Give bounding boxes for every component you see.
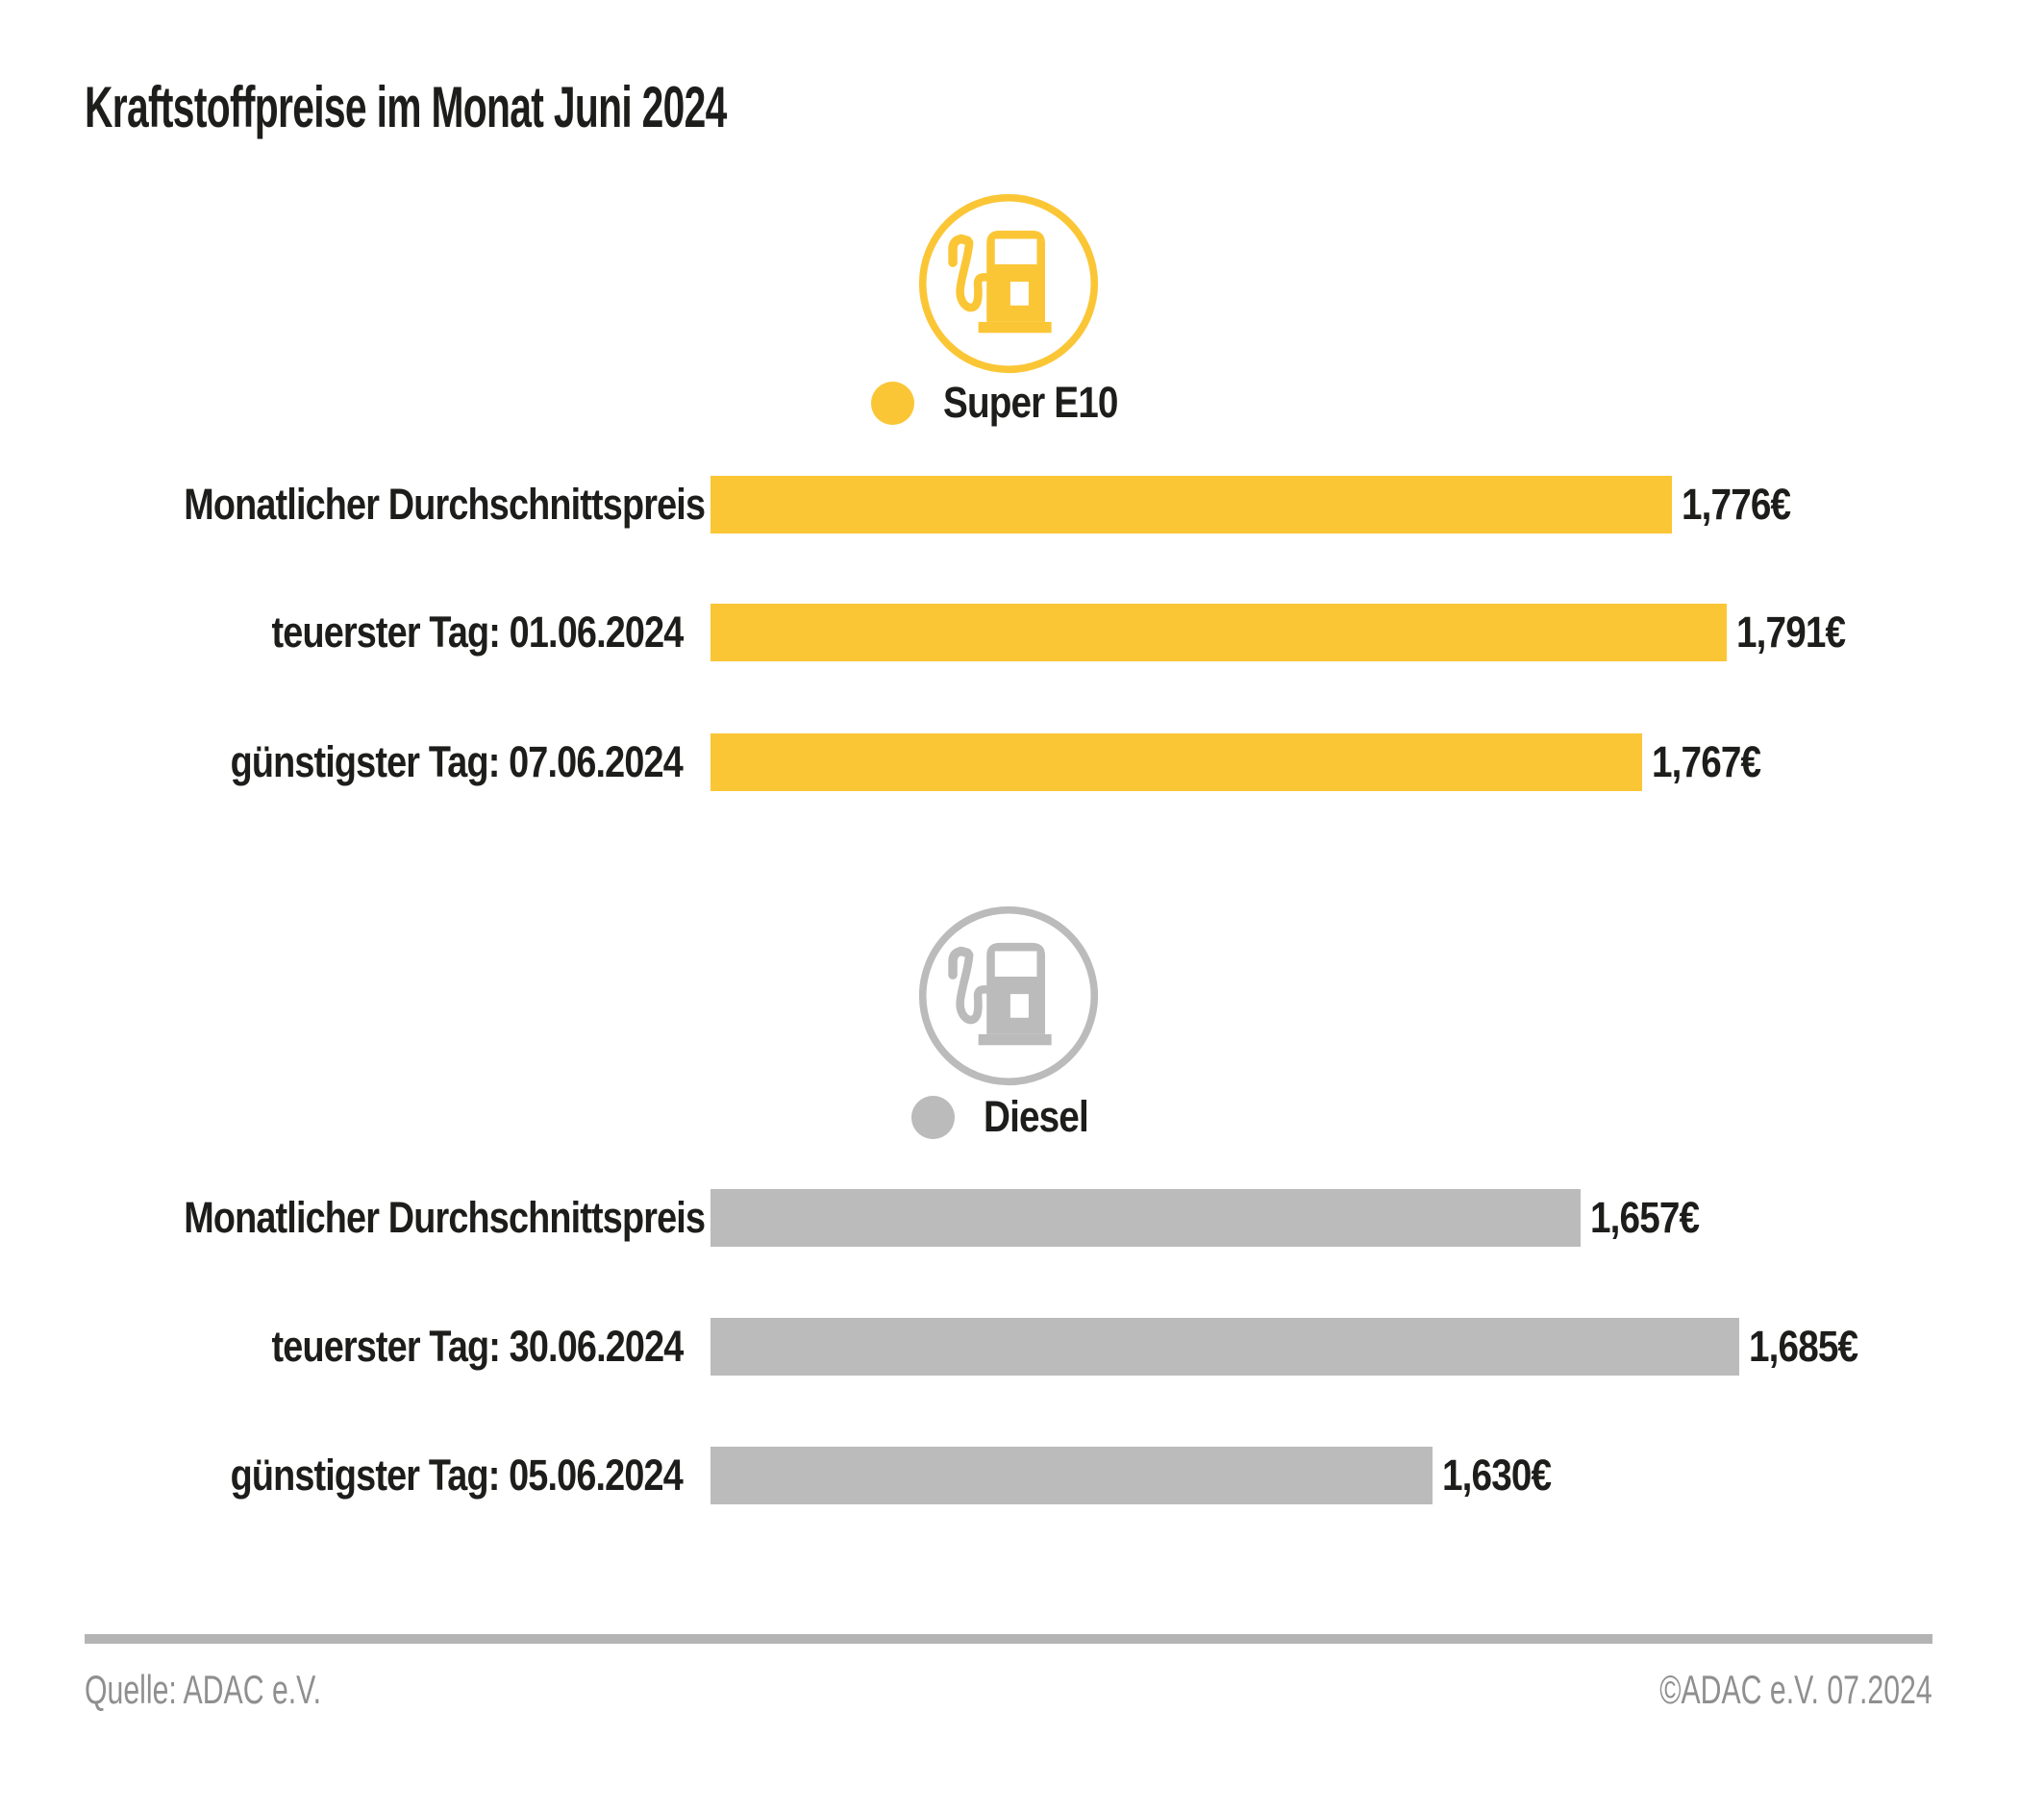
super-e10-fuel-pump-icon <box>917 192 1100 375</box>
bar-row-label: Monatlicher Durchschnittspreis <box>184 1193 706 1242</box>
bar-value-label: 1,791€ <box>1736 608 1846 657</box>
footer: Quelle: ADAC e.V. ©ADAC e.V. 07.2024 <box>85 1667 1932 1713</box>
footer-divider <box>85 1634 1932 1644</box>
bar-value-label: 1,657€ <box>1590 1193 1700 1242</box>
price-bar <box>710 733 1642 791</box>
price-bar <box>710 1318 1739 1376</box>
bar-row-label: teuerster Tag: 30.06.2024 <box>271 1322 684 1371</box>
page-title-text: Kraftstoffpreise im Monat Juni 2024 <box>85 75 727 139</box>
diesel-legend: Diesel <box>85 1092 1932 1141</box>
infographic-canvas: Kraftstoffpreise im Monat Juni 2024 Supe… <box>85 0 1932 1811</box>
diesel-legend-label: Diesel <box>984 1092 1089 1141</box>
diesel-legend-dot <box>911 1095 956 1139</box>
footer-copyright: ©ADAC e.V. 07.2024 <box>1659 1667 1932 1712</box>
bar-row-diesel-min: günstigster Tag: 05.06.2024 1,630€ <box>85 1447 1932 1504</box>
super-e10-legend-label: Super E10 <box>942 378 1118 427</box>
price-bar <box>710 604 1727 661</box>
bar-row-super-max: teuerster Tag: 01.06.2024 1,791€ <box>85 604 1932 661</box>
bar-row-label: Monatlicher Durchschnittspreis <box>184 480 706 529</box>
bar-value-label: 1,776€ <box>1682 480 1791 529</box>
price-bar <box>710 1189 1581 1247</box>
bar-row-label: teuerster Tag: 01.06.2024 <box>271 608 684 657</box>
bar-value-label: 1,767€ <box>1652 737 1761 786</box>
price-bar <box>710 1447 1433 1504</box>
bar-row-diesel-max: teuerster Tag: 30.06.2024 1,685€ <box>85 1318 1932 1376</box>
super-e10-legend: Super E10 <box>85 378 1932 427</box>
bar-row-diesel-average: Monatlicher Durchschnittspreis 1,657€ <box>85 1189 1932 1247</box>
footer-source: Quelle: ADAC e.V. <box>85 1667 321 1712</box>
bar-value-label: 1,685€ <box>1749 1322 1858 1371</box>
diesel-fuel-pump-icon <box>917 905 1100 1087</box>
bar-row-label: günstigster Tag: 05.06.2024 <box>230 1451 684 1500</box>
bar-row-super-average: Monatlicher Durchschnittspreis 1,776€ <box>85 476 1932 533</box>
page-title: Kraftstoffpreise im Monat Juni 2024 <box>85 79 1029 136</box>
bar-row-label: günstigster Tag: 07.06.2024 <box>230 737 684 786</box>
bar-value-label: 1,630€ <box>1442 1451 1552 1500</box>
price-bar <box>710 476 1672 533</box>
super-e10-legend-dot <box>870 381 914 425</box>
bar-row-super-min: günstigster Tag: 07.06.2024 1,767€ <box>85 733 1932 791</box>
